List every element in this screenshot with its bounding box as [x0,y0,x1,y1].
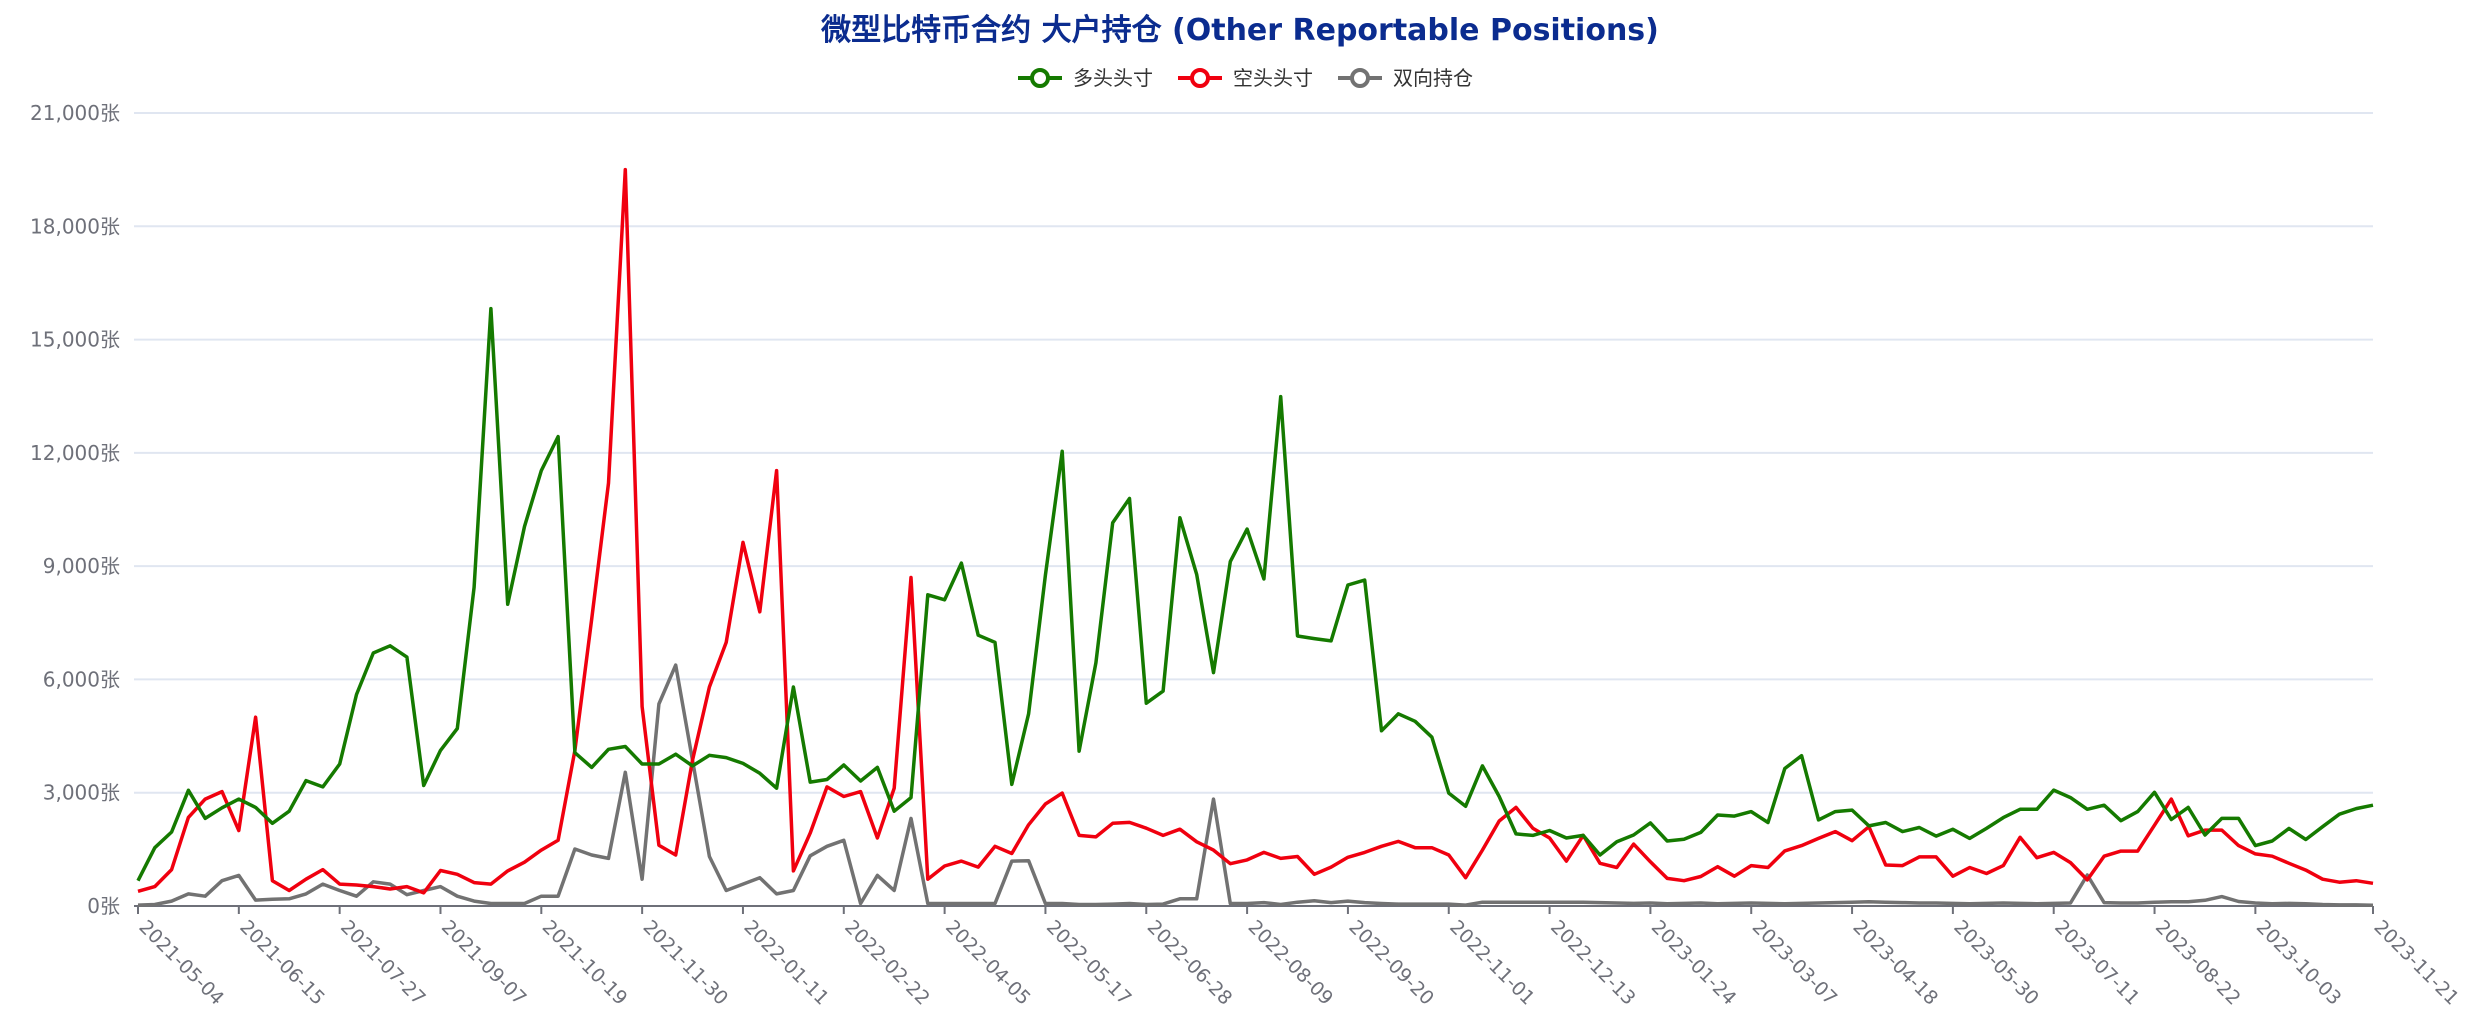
x-tick-label: 2022-08-09 [1244,916,1338,1010]
y-tick-label: 15,000张 [30,328,120,352]
legend-label: 双向持仓 [1393,66,1473,90]
x-tick-label: 2022-06-28 [1143,916,1237,1010]
legend: 多头头寸 空头头寸 双向持仓 [1018,66,1473,90]
y-tick-label: 0张 [87,894,120,918]
legend-circle-icon [1030,68,1050,88]
x-tick-label: 2022-12-13 [1546,916,1640,1010]
y-tick-label: 9,000张 [43,554,120,578]
legend-label: 多头头寸 [1073,66,1153,90]
x-tick-label: 2021-09-07 [437,916,531,1010]
x-tick-label: 2023-07-11 [2050,916,2144,1010]
x-tick-label: 2023-03-07 [1748,916,1842,1010]
legend-item-0[interactable]: 多头头寸 [1018,66,1153,90]
legend-item-2[interactable]: 双向持仓 [1338,66,1473,90]
x-tick-label: 2023-04-18 [1849,916,1943,1010]
x-tick-label: 2021-07-27 [336,916,430,1010]
series-line-1 [137,167,2374,895]
y-tick-label: 12,000张 [30,441,120,465]
x-tick-label: 2022-04-05 [941,916,1035,1010]
x-tick-label: 2021-10-19 [538,916,632,1010]
x-tick-label: 2022-02-22 [840,916,934,1010]
x-tick-label: 2022-01-11 [739,916,833,1010]
y-tick-label: 21,000张 [30,101,120,125]
x-tick-label: 2021-06-15 [235,916,329,1010]
x-tick-label: 2023-08-22 [2151,916,2245,1010]
x-tick-label: 2023-11-21 [2369,916,2463,1010]
series-line-2 [137,663,2374,907]
y-tick-label: 18,000张 [30,214,120,238]
x-tick-label: 2022-09-20 [1344,916,1438,1010]
x-tick-label: 2023-01-24 [1647,916,1741,1010]
legend-circle-icon [1350,68,1370,88]
y-tick-label: 6,000张 [43,667,120,691]
x-tick-label: 2023-10-03 [2252,916,2346,1010]
grid [134,112,2373,794]
legend-label: 空头头寸 [1233,66,1313,90]
legend-circle-icon [1190,68,1210,88]
chart-title: 微型比特币合约 大户持仓 (Other Reportable Positions… [820,13,1659,48]
y-tick-label: 3,000张 [43,781,120,805]
y-axis: 0张 3,000张 6,000张 9,000张 12,000张 15,000张 18,000… [30,101,120,918]
x-tick-label: 2023-05-30 [1949,916,2043,1010]
series-line-0 [136,306,2374,882]
x-tick-label: 2021-05-04 [134,916,228,1010]
series-lines [136,167,2374,907]
x-tick-label: 2022-11-01 [1445,916,1539,1010]
x-axis: 2021-05-04 2021-06-15 2021-07-27 2021-09-07… [134,905,2463,1010]
x-tick-label: 2022-05-17 [1042,916,1136,1010]
legend-item-1[interactable]: 空头头寸 [1178,66,1313,90]
x-tick-label: 2021-11-30 [639,916,733,1010]
